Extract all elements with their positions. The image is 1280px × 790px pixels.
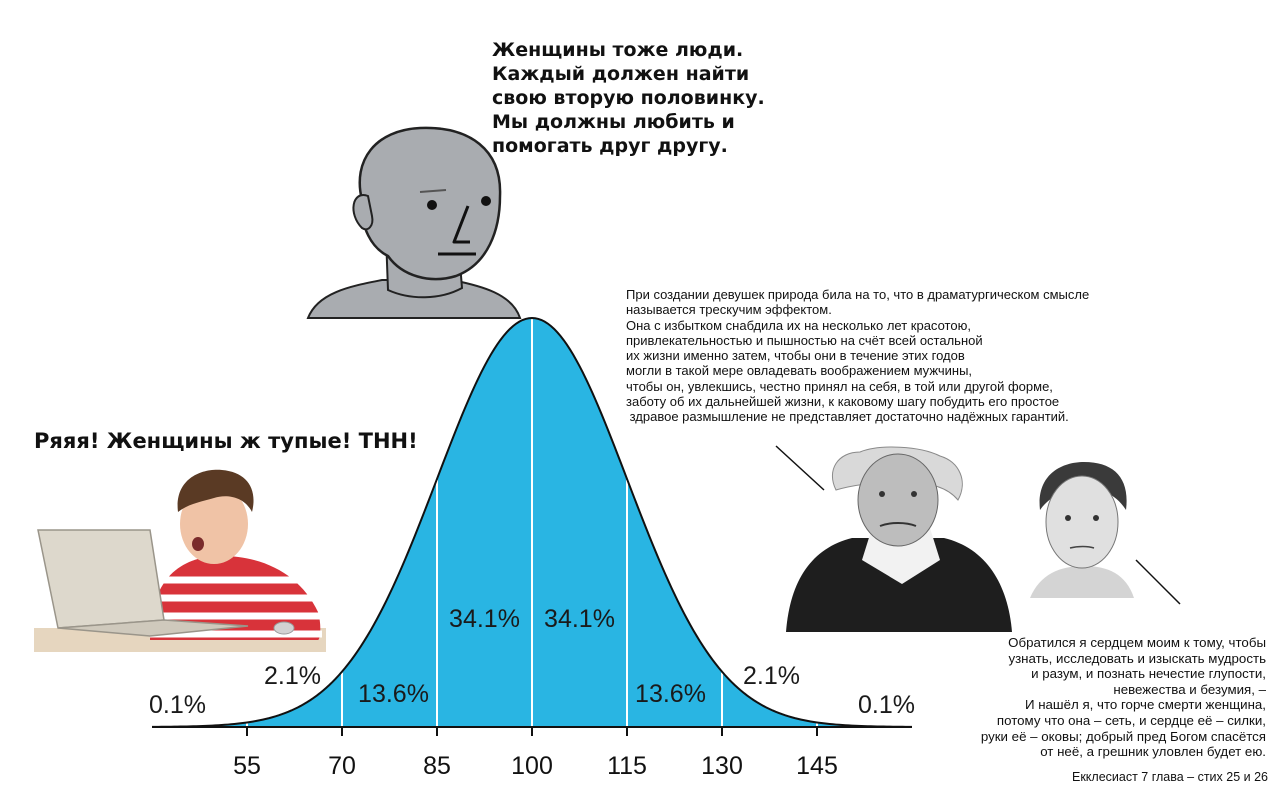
x-axis-ticks: 55 70 85 100 115 130 145 xyxy=(233,727,838,780)
kierk-mouth xyxy=(1069,545,1095,549)
kid-mouth xyxy=(192,537,204,551)
quote-line: могли в такой мере овладевать воображени… xyxy=(626,363,973,379)
npc-left-eye xyxy=(427,200,437,210)
npc-caption-line: Женщины тоже люди. xyxy=(492,39,744,61)
npc-brow xyxy=(419,189,447,193)
quote-line: невежества и безумия, – xyxy=(1113,681,1266,697)
schopenhauer-portrait xyxy=(775,445,1012,632)
laptop-base xyxy=(57,619,249,637)
kierk-right-eye xyxy=(1093,515,1099,521)
x-tick-label: 145 xyxy=(796,752,838,780)
npc-caption-line: свою вторую половинку. xyxy=(492,87,765,109)
schop-mouth xyxy=(879,522,917,527)
quote-line: от неё, а грешник уловлен будет ею. xyxy=(1040,744,1266,760)
kid-caption: Ряяя! Женщины ж тупые! ТНН! xyxy=(34,429,418,453)
quote-line: руки её – оковы; добрый пред Богом спасё… xyxy=(980,728,1266,744)
x-tick-label: 100 xyxy=(511,752,553,780)
band-label: 34.1% xyxy=(449,605,520,633)
ecclesiastes-quote: Обратился я сердцем моим к тому, чтобы у… xyxy=(906,635,1266,760)
x-tick-label: 130 xyxy=(701,752,743,780)
mouse xyxy=(273,621,295,635)
quote-line: И нашёл я, что горче смерти женщина, xyxy=(1024,697,1266,713)
npc-face-illustration xyxy=(306,126,522,319)
npc-caption: Женщины тоже люди. Каждый должен найти с… xyxy=(492,38,822,158)
quote-line: заботу об их дальнейшей жизни, к каковом… xyxy=(626,394,1060,410)
x-tick-label: 115 xyxy=(607,752,647,780)
npc-nose xyxy=(452,205,470,244)
quote-line: потому что она – сеть, и сердце её – сил… xyxy=(996,712,1266,728)
schop-left-eye xyxy=(879,491,885,497)
quote-line: Обратился я сердцем моим к тому, чтобы xyxy=(1008,635,1266,650)
schop-right-eye xyxy=(911,491,917,497)
npc-caption-line: помогать друг другу. xyxy=(492,135,728,157)
quote-line: При создании девушек природа била на то,… xyxy=(626,287,1090,302)
npc-ear xyxy=(352,194,374,231)
schop-face xyxy=(857,453,939,547)
sd-dividers xyxy=(246,319,818,727)
band-label: 2.1% xyxy=(264,662,321,690)
schop-coat xyxy=(786,538,1012,632)
band-label: 34.1% xyxy=(544,605,615,633)
band-label: 0.1% xyxy=(858,691,915,719)
bell-curve-outline xyxy=(151,316,913,728)
quote-line: называется трескучим эффектом. xyxy=(626,302,832,318)
kierk-coat xyxy=(1030,566,1134,598)
kierk-face xyxy=(1045,475,1119,569)
quote-line: чтобы он, увлекшись, честно принял на се… xyxy=(626,378,1053,394)
npc-right-eye xyxy=(481,196,491,206)
kierkegaard-portrait xyxy=(1030,462,1181,605)
x-tick-label: 70 xyxy=(328,752,356,780)
kid-hair xyxy=(177,469,254,512)
band-labels: 0.1% 2.1% 13.6% 34.1% 34.1% 13.6% 2.1% 0.1% xyxy=(149,605,915,719)
band-label: 0.1% xyxy=(149,691,206,719)
schop-pointer-line xyxy=(775,445,825,491)
kid-at-laptop-photo xyxy=(34,469,326,652)
bell-curve-chart: 55 70 85 100 115 130 145 0.1% 2.1% 13.6% 34.1% 34.… xyxy=(149,316,915,780)
schopenhauer-quote: При создании девушек природа била на то,… xyxy=(626,287,1226,425)
bible-citation: Екклесиаст 7 глава – стих 25 и 26 xyxy=(1071,770,1268,784)
quote-line: узнать, исследовать и изыскать мудрость xyxy=(1008,650,1266,666)
band-label: 13.6% xyxy=(635,680,706,708)
quote-line: их жизни именно затем, чтобы они в течен… xyxy=(626,348,965,364)
kid-shirt-stripes xyxy=(150,576,322,638)
band-label: 2.1% xyxy=(743,662,800,690)
quote-line: Она с избытком снабдила их на несколько … xyxy=(626,317,971,333)
quote-line: и разум, и познать нечестие глупости, xyxy=(1031,666,1266,682)
npc-caption-line: Каждый должен найти xyxy=(492,63,750,85)
laptop-screen xyxy=(37,529,165,629)
band-label: 13.6% xyxy=(358,680,429,708)
quote-line: здравое размышление не представляет дост… xyxy=(626,409,1069,425)
x-tick-label: 85 xyxy=(423,752,451,780)
npc-caption-line: Мы должны любить и xyxy=(492,111,735,133)
kierk-left-eye xyxy=(1065,515,1071,521)
x-tick-label: 55 xyxy=(233,752,261,780)
quote-line: привлекательностью и пышностью на счёт в… xyxy=(626,332,983,348)
kierk-pointer-line xyxy=(1135,559,1181,605)
